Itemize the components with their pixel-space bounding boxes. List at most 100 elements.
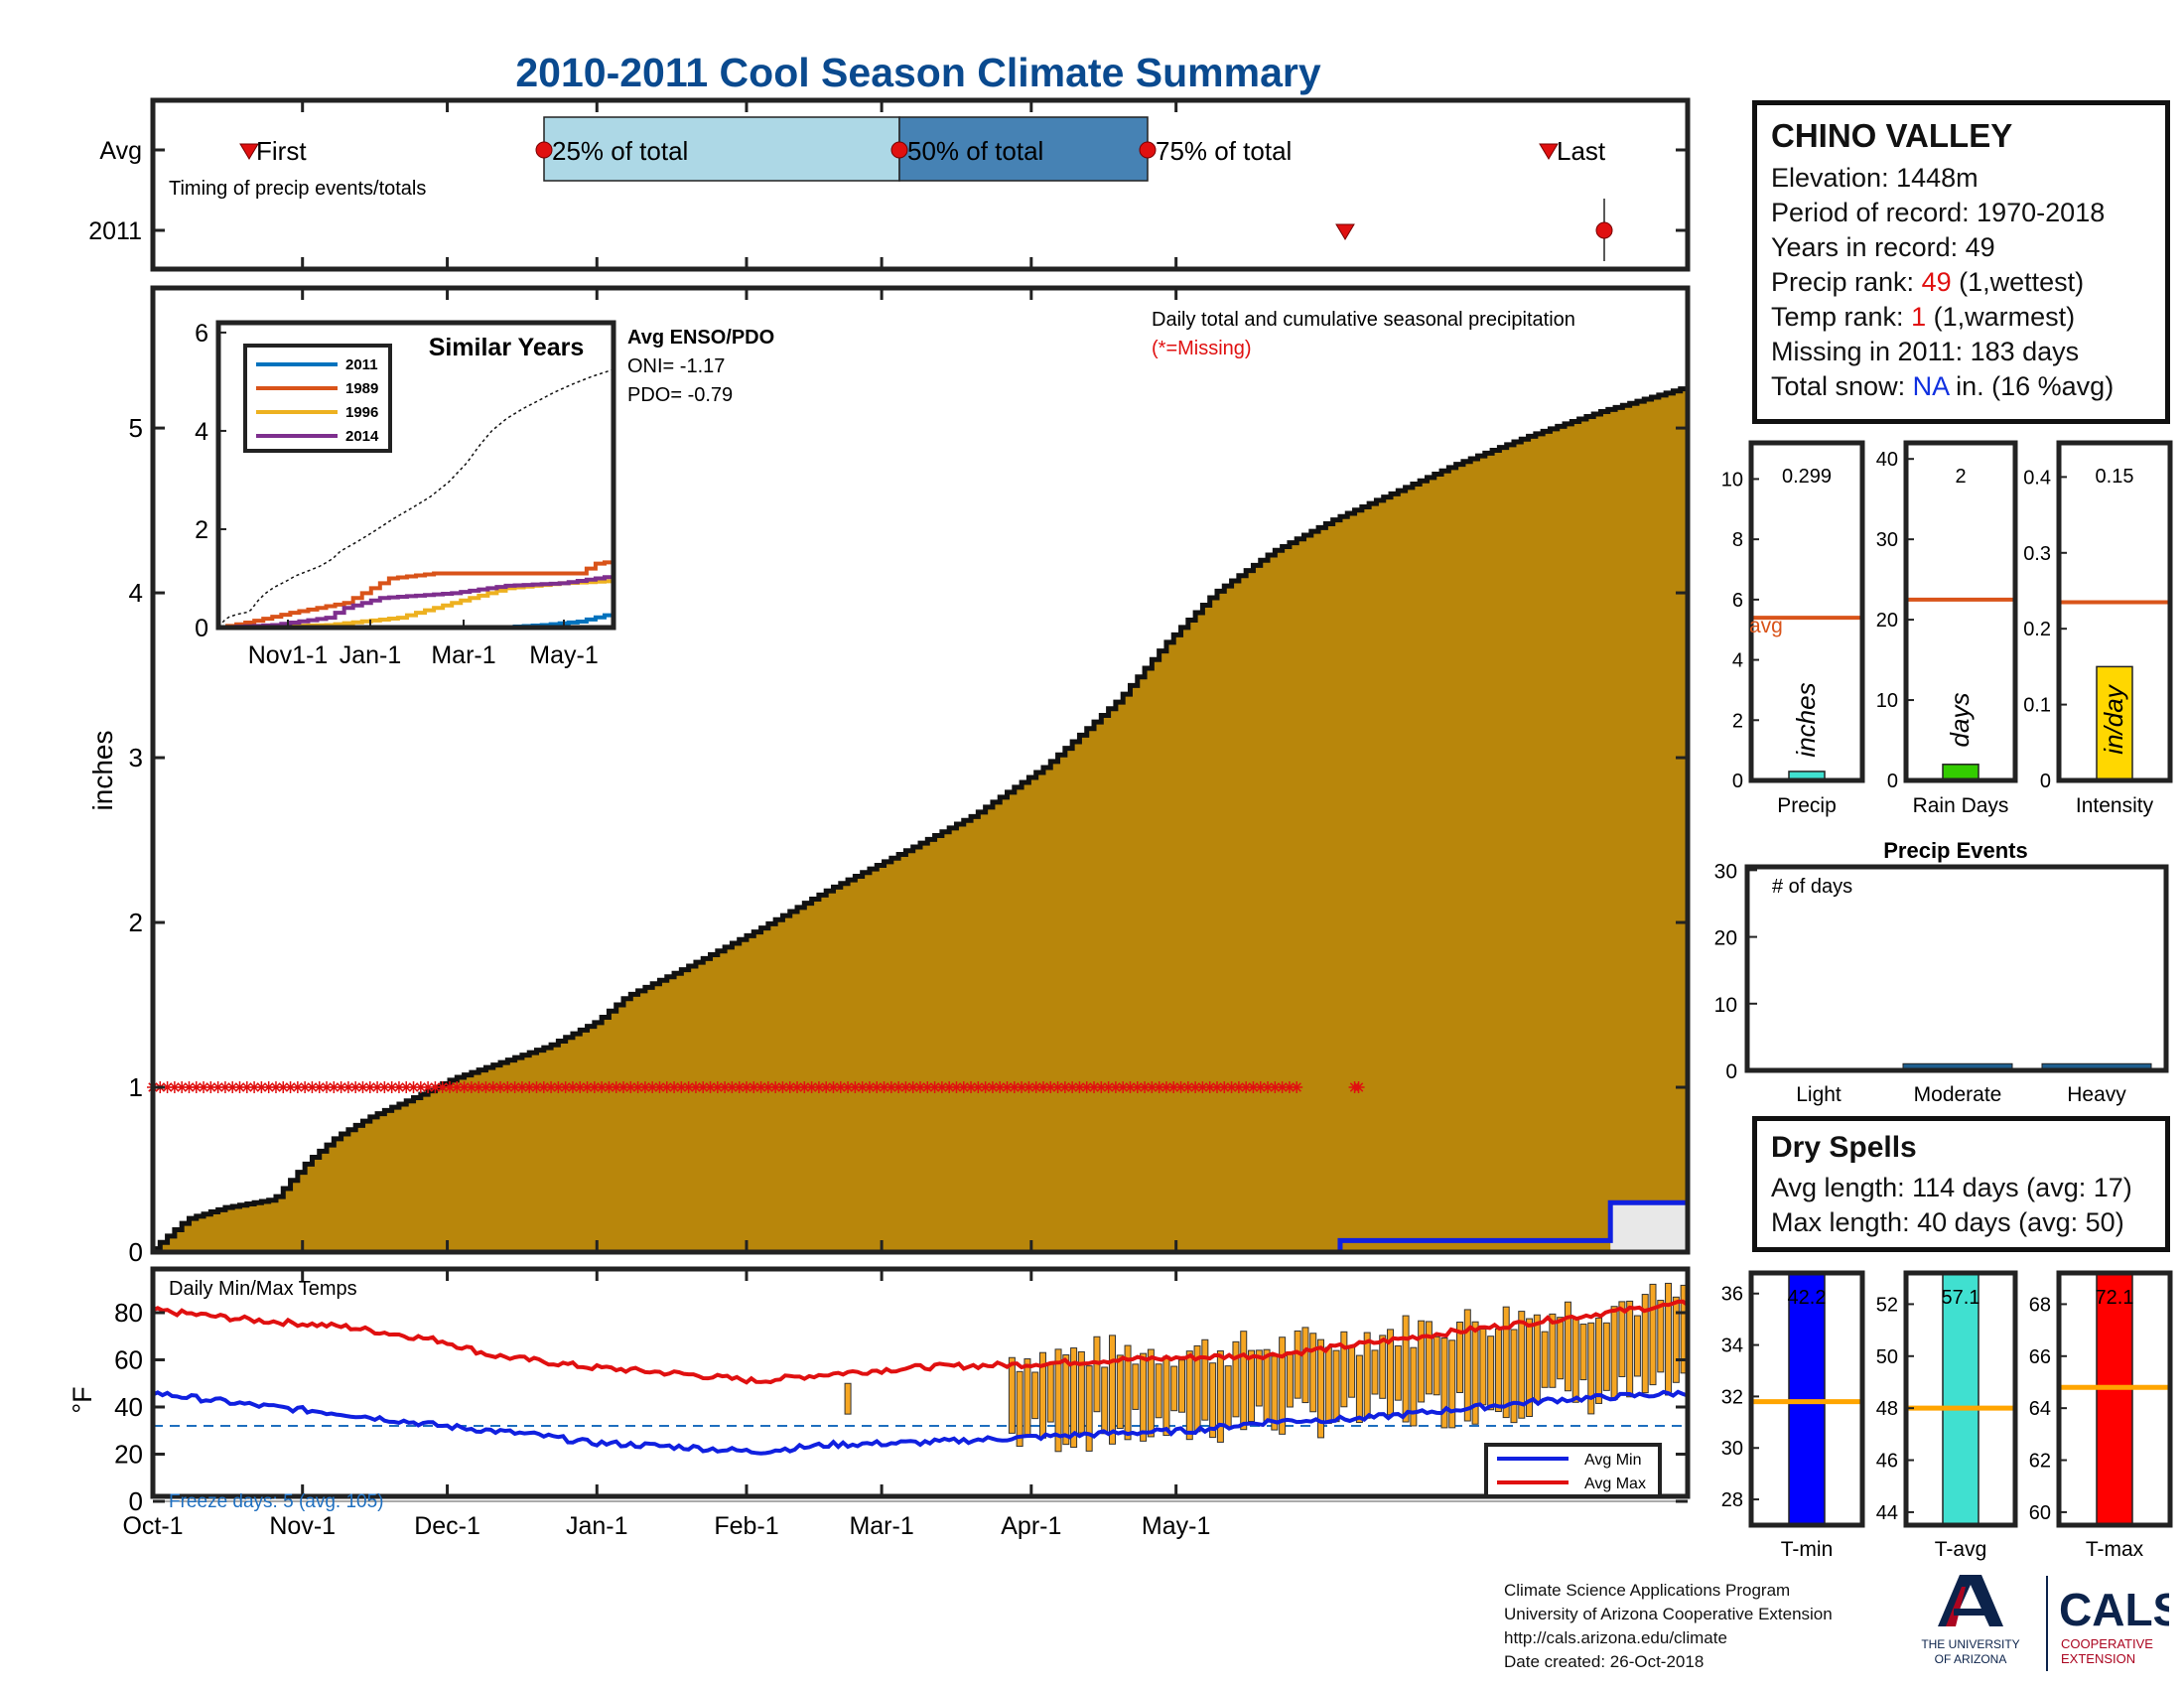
station-elevation: Elevation: 1448m [1771, 163, 1979, 193]
daily-temp-bar [1155, 1363, 1162, 1419]
xtick-label: May-1 [1142, 1512, 1210, 1540]
daily-temp-bar [1418, 1320, 1426, 1403]
missing-star-icon [211, 1081, 224, 1094]
missing-star-icon [328, 1081, 341, 1094]
missing-star-icon [776, 1081, 789, 1094]
missing-star-icon [617, 1081, 630, 1094]
missing-days: Missing in 2011: 183 days [1771, 337, 2080, 366]
daily-temp-bar [1147, 1348, 1155, 1438]
missing-star-icon [400, 1081, 413, 1094]
side-bar-tick-label: 2 [1732, 710, 1743, 732]
temp-ytick-label: 60 [114, 1345, 143, 1375]
footer-credits: Climate Science Applications Program Uni… [1504, 1579, 1833, 1674]
temp-bar-frame [1903, 1270, 2018, 1528]
missing-star-icon [820, 1081, 833, 1094]
daily-temp-bar [1518, 1311, 1526, 1419]
events-category-label: Light [1796, 1083, 1842, 1106]
temp-bar-frame [1748, 1270, 1865, 1528]
pct75-marker-icon [1139, 141, 1157, 159]
cumulative-precip-area [153, 386, 1688, 1253]
missing-star-icon [1124, 1081, 1137, 1094]
missing-star-icon [255, 1081, 268, 1094]
inset-ytick-label: 2 [195, 516, 208, 544]
temp-bar-tick-label: 32 [1721, 1386, 1743, 1408]
temp-bar-value [1942, 1272, 1979, 1526]
inset-xtick-label: May-1 [529, 641, 598, 669]
avg-cumulative-line [153, 386, 1691, 1252]
xtick-label: Oct-1 [122, 1512, 183, 1540]
missing-star-icon [1016, 1081, 1028, 1094]
footer-line1: Climate Science Applications Program [1504, 1581, 1791, 1600]
pct75-marker-label: 75% of total [1156, 136, 1292, 166]
precip-rank-prefix: Precip rank: [1771, 267, 1922, 297]
side-bar-tick-label: 0.2 [2023, 619, 2051, 640]
events-category-label: Heavy [2067, 1083, 2126, 1106]
daily-temp-bar [1672, 1296, 1680, 1383]
missing-star-icon [769, 1081, 782, 1094]
missing-star-icon [1153, 1081, 1165, 1094]
missing-star-icon [1174, 1081, 1187, 1094]
missing-star-icon [321, 1081, 334, 1094]
missing-star-icon [566, 1081, 579, 1094]
xtick-label: Dec-1 [414, 1512, 480, 1540]
missing-star-icon [1291, 1081, 1303, 1094]
daily-temp-bar [1140, 1352, 1148, 1442]
daily-temp-bar [1440, 1337, 1448, 1429]
temp-bar-tick-label: 44 [1876, 1502, 1898, 1524]
missing-star-icon [856, 1081, 869, 1094]
missing-star-icon [559, 1081, 572, 1094]
temp-bar-value [1788, 1272, 1826, 1526]
daily-temp-bar [1271, 1355, 1279, 1431]
missing-star-icon [190, 1081, 203, 1094]
missing-star-icon [1352, 1081, 1365, 1094]
last-marker-icon [1539, 143, 1559, 160]
daily-temp-bar [1657, 1300, 1665, 1373]
side-bar-tick-label: 0.3 [2023, 543, 2051, 565]
footer-line3: http://cals.arizona.edu/climate [1504, 1628, 1727, 1647]
temp-bar-category-label: T-max [2086, 1538, 2144, 1561]
daily-temp-bar [1379, 1335, 1387, 1399]
missing-star-icon [935, 1081, 948, 1094]
side-bar-panels: 0.299 Precip inches 0 2 4 6 8 10 avg 2 Rain Days day… [1721, 440, 2173, 817]
daily-temp-bar [844, 1382, 852, 1415]
inset-avg-dotted-line [217, 368, 614, 628]
missing-star-icon [1167, 1081, 1180, 1094]
missing-star-icon [240, 1081, 253, 1094]
missing-note: (*=Missing) [1152, 338, 1252, 359]
missing-star-icon [306, 1081, 319, 1094]
daily-temp-bar [1448, 1339, 1456, 1429]
daily-temp-bar [1309, 1333, 1317, 1413]
daily-temp-bar [1124, 1344, 1132, 1441]
missing-star-icon [1269, 1081, 1282, 1094]
missing-star-icon [921, 1081, 934, 1094]
missing-star-icon [783, 1081, 796, 1094]
current-2011-fill [1610, 1202, 1688, 1252]
daily-temp-bar [1324, 1346, 1332, 1424]
missing-star-icon [740, 1081, 752, 1094]
side-bar-tick-label: 0 [2040, 771, 2051, 792]
inset-legend-label: 2014 [345, 428, 379, 445]
daily-temp-bar [1216, 1350, 1224, 1443]
missing-star-icon [1073, 1081, 1086, 1094]
daily-temp-bar [1626, 1300, 1634, 1398]
missing-star-icon [704, 1081, 717, 1094]
missing-star-icon [812, 1081, 825, 1094]
missing-star-icon [1001, 1081, 1014, 1094]
daily-temp-bar [1595, 1317, 1603, 1404]
precip-rank-suffix: (1,wettest) [1951, 267, 2085, 297]
temp-bar-tick-label: 34 [1721, 1336, 1743, 1357]
legend-avg-max: Avg Max [1584, 1476, 1646, 1492]
daily-temp-bar [1402, 1315, 1410, 1423]
daily-temp-bar [1317, 1338, 1325, 1439]
daily-temp-bar [1355, 1354, 1363, 1423]
temp-ytick-label: 80 [114, 1298, 143, 1328]
missing-star-icon [248, 1081, 261, 1094]
dry-avg-length: Avg length: 114 days (avg: 17) [1771, 1173, 2132, 1202]
missing-star-icon [183, 1081, 196, 1094]
missing-star-icon [436, 1081, 449, 1094]
daily-temp-bar [1502, 1306, 1510, 1419]
cals-logo: CALS COOPERATIVE EXTENSION [2046, 1576, 2169, 1671]
missing-star-icon [422, 1081, 435, 1094]
missing-star-icon [1044, 1081, 1057, 1094]
missing-star-icon [711, 1081, 724, 1094]
